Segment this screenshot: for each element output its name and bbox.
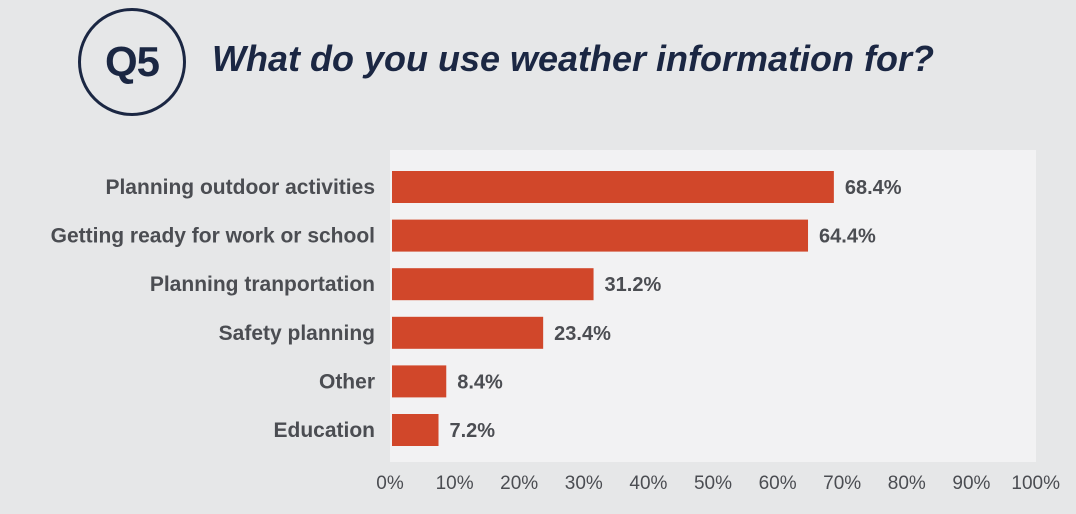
value-label-5: 7.2% [450, 420, 496, 442]
bar-1 [392, 219, 809, 252]
value-label-1: 64.4% [819, 226, 876, 248]
value-label-3: 23.4% [554, 323, 611, 345]
x-tick-label-1: 10% [436, 473, 474, 494]
bar-5 [392, 414, 439, 446]
value-labels: 68.4% 64.4% 31.2% 23.4% 8.4% 7.2% [450, 177, 902, 442]
value-label-2: 31.2% [605, 274, 662, 296]
category-label-3: Safety planning [219, 322, 375, 345]
category-label-1: Getting ready for work or school [51, 225, 375, 248]
bar-4 [392, 365, 447, 398]
value-label-0: 68.4% [845, 177, 902, 199]
question-number-badge: Q5 [78, 8, 186, 116]
x-tick-label-5: 50% [694, 473, 732, 494]
x-tick-label-9: 90% [952, 473, 990, 494]
bar-2 [392, 268, 594, 301]
x-tick-label-4: 40% [629, 473, 667, 494]
category-label-4: Other [319, 370, 375, 393]
value-label-4: 8.4% [457, 371, 503, 393]
x-tick-label-8: 80% [888, 473, 926, 494]
x-axis-ticks: 0% 10% 20% 30% 40% 50% 60% 70% 80% 90% 100% [376, 473, 1060, 494]
bars-group [392, 171, 834, 446]
bar-0 [392, 171, 834, 203]
x-tick-label-6: 60% [759, 473, 797, 494]
x-tick-label-2: 20% [500, 473, 538, 494]
x-tick-label-3: 30% [565, 473, 603, 494]
category-label-0: Planning outdoor activities [105, 176, 375, 199]
chart-title: What do you use weather information for? [212, 38, 935, 79]
x-tick-label-7: 70% [823, 473, 861, 494]
question-number: Q5 [104, 38, 160, 85]
x-tick-label-10: 100% [1011, 473, 1060, 494]
x-tick-label-0: 0% [376, 473, 404, 494]
category-labels: Planning outdoor activities Getting ready… [51, 176, 375, 442]
bar-3 [392, 316, 544, 349]
category-label-2: Planning tranportation [150, 273, 375, 296]
category-label-5: Education [273, 419, 375, 442]
